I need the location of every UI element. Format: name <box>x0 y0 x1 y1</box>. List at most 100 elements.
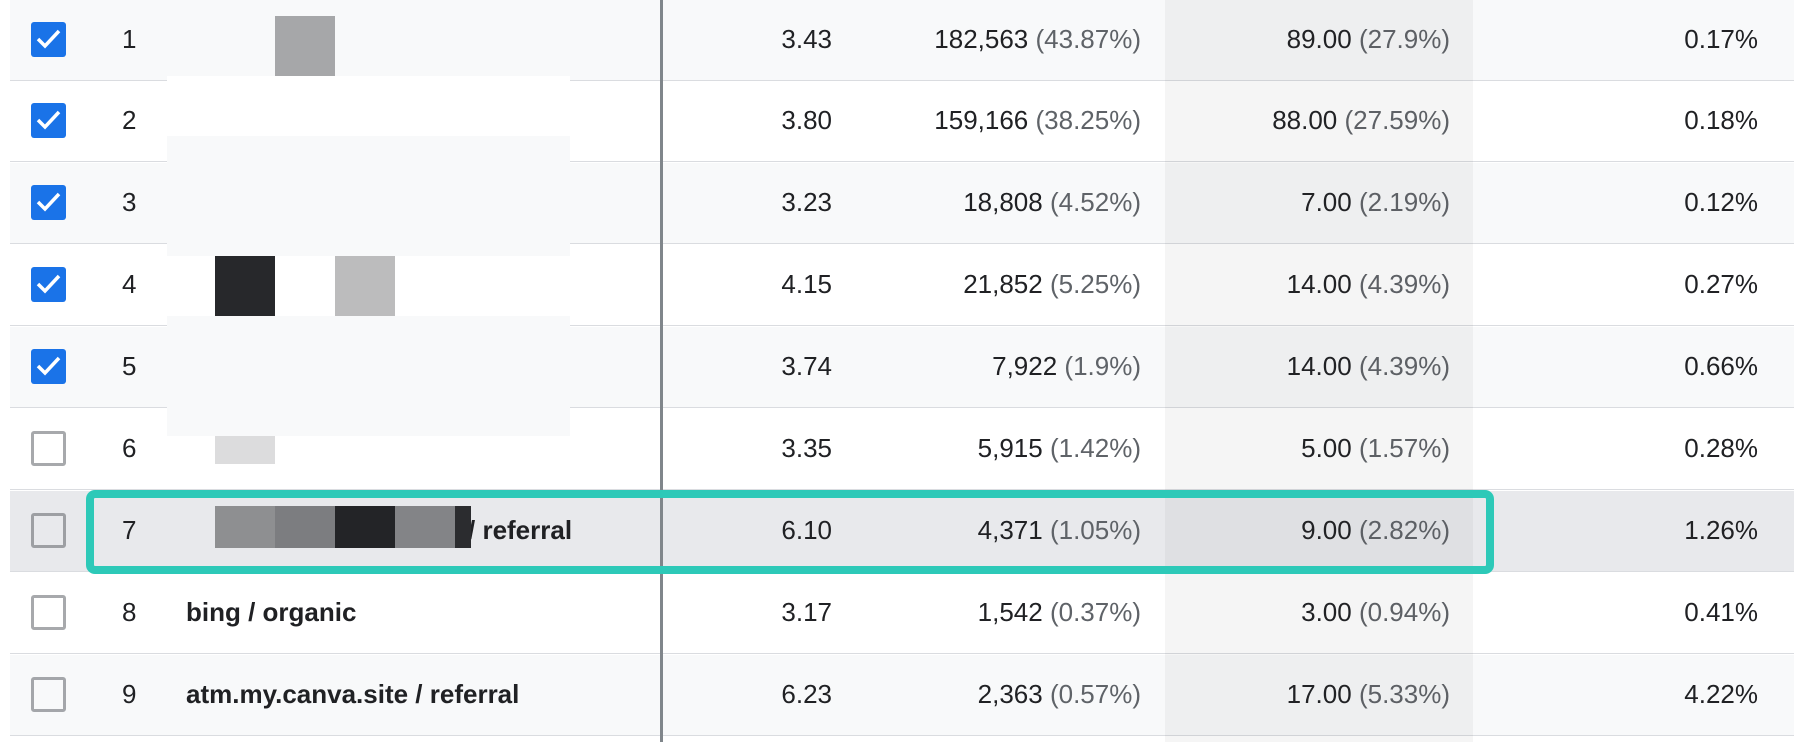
row-index: 7 <box>122 515 137 545</box>
metric-percent: (0.37%) <box>1049 597 1141 627</box>
metric-value: 182,563 <box>934 24 1029 54</box>
metric-cell: 5,915 (1.42%) <box>811 409 1141 490</box>
metric-cell: 0.17% <box>1684 24 1758 54</box>
row-checkbox[interactable] <box>31 431 66 466</box>
metric-cell: 3.17 <box>781 597 832 627</box>
metric-cell: 6.23 <box>781 679 832 709</box>
highlight-annotation <box>86 490 1494 574</box>
metric-value: 14.00 <box>1286 351 1352 381</box>
metric-cell: 0.12% <box>1684 187 1758 217</box>
metric-percent: (1.57%) <box>1358 433 1450 463</box>
metric-cell: 0.41% <box>1684 597 1758 627</box>
row-checkbox[interactable] <box>31 103 66 138</box>
redaction-block <box>335 506 395 548</box>
metric-value: 1,542 <box>977 597 1043 627</box>
redaction-block <box>275 506 335 548</box>
metric-percent: (1.9%) <box>1064 351 1141 381</box>
metric-percent: (5.25%) <box>1049 269 1141 299</box>
row-index: 8 <box>122 597 137 627</box>
row-index: 9 <box>122 679 137 709</box>
row-checkbox[interactable] <box>31 349 66 384</box>
row-index: 6 <box>122 433 137 463</box>
row-index: 2 <box>122 105 137 135</box>
metric-percent: (43.87%) <box>1035 24 1142 54</box>
metric-cell: 159,166 (38.25%) <box>811 81 1141 162</box>
redaction-block <box>395 506 455 548</box>
redaction-block <box>275 16 335 76</box>
source-medium-cell[interactable]: / referral <box>468 515 573 545</box>
table-row[interactable]: 8 bing / organic 3.17 1,542 (0.37%) 3.00… <box>10 573 1794 654</box>
source-medium-cell[interactable]: atm.my.canva.site / referral <box>186 679 520 709</box>
metric-percent: (5.33%) <box>1358 679 1450 709</box>
metric-percent: (38.25%) <box>1035 105 1142 135</box>
metric-value: 7.00 <box>1301 187 1352 217</box>
metric-cell: 7.00 (2.19%) <box>1150 163 1450 244</box>
metric-value: 21,852 <box>963 269 1043 299</box>
row-index: 3 <box>122 187 137 217</box>
source-medium-cell[interactable]: bing / organic <box>186 597 357 627</box>
redaction-block <box>215 256 275 316</box>
metric-value: 5.00 <box>1301 433 1352 463</box>
metric-percent: (4.39%) <box>1358 269 1450 299</box>
metric-percent: (4.39%) <box>1358 351 1450 381</box>
metric-cell: 3.35 <box>781 433 832 463</box>
metric-cell: 7,922 (1.9%) <box>811 327 1141 408</box>
metric-percent: (0.94%) <box>1358 597 1450 627</box>
redaction-block <box>215 506 275 548</box>
metric-value: 3.00 <box>1301 597 1352 627</box>
row-checkbox[interactable] <box>31 595 66 630</box>
metric-cell: 14.00 (4.39%) <box>1150 327 1450 408</box>
metric-value: 5,915 <box>977 433 1043 463</box>
metric-cell: 21,852 (5.25%) <box>811 245 1141 326</box>
metric-cell: 4,371 (1.05%) <box>811 491 1141 572</box>
row-checkbox[interactable] <box>31 267 66 302</box>
row-index: 5 <box>122 351 137 381</box>
metric-value: 89.00 <box>1286 24 1352 54</box>
metric-value: 4,371 <box>977 515 1043 545</box>
metric-cell: 18,808 (4.52%) <box>811 163 1141 244</box>
table-row[interactable]: 9 atm.my.canva.site / referral 6.23 2,36… <box>10 655 1794 736</box>
redaction-block <box>215 436 275 464</box>
metric-cell: 5.00 (1.57%) <box>1150 409 1450 490</box>
row-checkbox[interactable] <box>31 185 66 220</box>
metric-value: 18,808 <box>963 187 1043 217</box>
metric-value: 159,166 <box>934 105 1029 135</box>
metric-value: 88.00 <box>1272 105 1338 135</box>
metric-cell: 0.66% <box>1684 351 1758 381</box>
metric-percent: (1.05%) <box>1049 515 1141 545</box>
metric-value: 2,363 <box>977 679 1043 709</box>
metric-percent: (2.82%) <box>1358 515 1450 545</box>
row-checkbox[interactable] <box>31 677 66 712</box>
redaction-block <box>167 76 570 136</box>
metric-value: 9.00 <box>1301 515 1352 545</box>
row-checkbox[interactable] <box>31 513 66 548</box>
metric-cell: 14.00 (4.39%) <box>1150 245 1450 326</box>
metric-percent: (27.59%) <box>1344 105 1451 135</box>
metric-cell: 4.15 <box>781 269 832 299</box>
metric-cell: 182,563 (43.87%) <box>811 0 1141 81</box>
metric-cell: 3.23 <box>781 187 832 217</box>
data-table: 1 3.43 182,563 (43.87%) 89.00 (27.9%) 0.… <box>10 0 1794 742</box>
metric-percent: (4.52%) <box>1049 187 1141 217</box>
metric-cell: 3.80 <box>781 105 832 135</box>
metric-cell: 0.28% <box>1684 433 1758 463</box>
row-checkbox[interactable] <box>31 22 66 57</box>
metric-value: 14.00 <box>1286 269 1352 299</box>
metric-cell: 0.18% <box>1684 105 1758 135</box>
metric-cell: 17.00 (5.33%) <box>1150 655 1450 736</box>
metric-percent: (0.57%) <box>1049 679 1141 709</box>
metric-cell: 1,542 (0.37%) <box>811 573 1141 654</box>
row-index: 4 <box>122 269 137 299</box>
metric-cell: 3.74 <box>781 351 832 381</box>
metric-cell: 3.00 (0.94%) <box>1150 573 1450 654</box>
metric-percent: (2.19%) <box>1358 187 1450 217</box>
column-divider[interactable] <box>660 0 663 742</box>
row-index: 1 <box>122 24 137 54</box>
metric-cell: 89.00 (27.9%) <box>1150 0 1450 81</box>
metric-cell: 0.27% <box>1684 269 1758 299</box>
table-row[interactable]: 6 3.35 5,915 (1.42%) 5.00 (1.57%) 0.28% <box>10 409 1794 490</box>
metric-percent: (27.9%) <box>1358 24 1450 54</box>
metric-cell: 2,363 (0.57%) <box>811 655 1141 736</box>
metric-cell: 6.10 <box>781 515 832 545</box>
redaction-block <box>335 256 395 316</box>
